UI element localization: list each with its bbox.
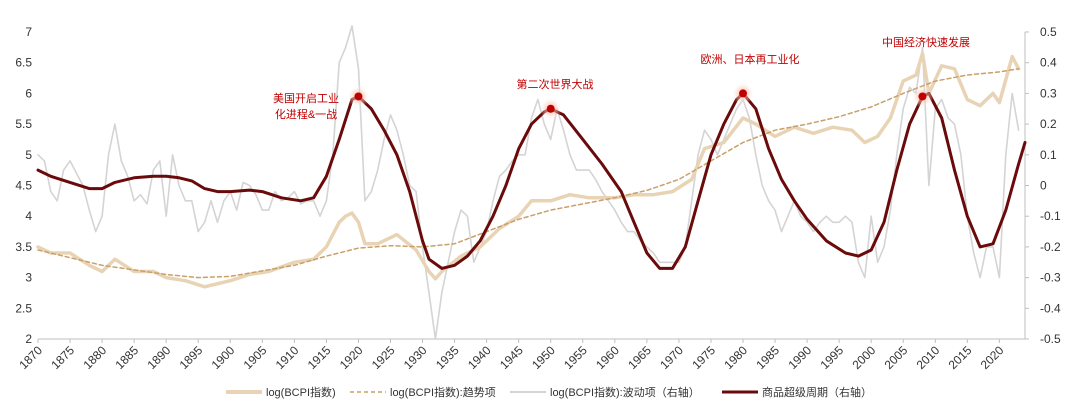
series-line-0 [36,51,1021,289]
annotation-2: 第二次世界大战 [517,77,594,91]
x-tick-label: 1965 [625,343,654,372]
y-right-tick-label: -0.2 [1040,240,1061,254]
peak-marker-2 [546,104,555,113]
x-tick-label: 1960 [593,343,622,372]
annotations: 美国开启工业 化进程&一战 第二次世界大战 欧洲、日本再工业化 中国经济快速发展 [273,35,970,121]
x-tick-label: 1985 [753,343,782,372]
y-right-tick-label: -0.3 [1040,271,1061,285]
x-tick-label: 2010 [914,343,943,372]
marker-group [347,82,934,120]
x-tick-label: 1950 [529,343,558,372]
y-left-tick-label: 3 [25,271,32,285]
x-tick-label: 1875 [48,343,77,372]
x-tick-label: 1925 [369,343,398,372]
y-left-tick-label: 4 [25,209,32,223]
x-tick-label: 1930 [401,343,430,372]
y-left-tick-label: 7 [25,25,32,39]
y-left-tick-label: 6 [25,86,32,100]
legend: log(BCPI指数) log(BCPI指数):趋势项 log(BCPI指数):… [226,385,872,399]
y-right-tick-label: 0.2 [1040,117,1057,131]
y-right-tick-label: -0.1 [1040,209,1061,223]
x-tick-label: 1890 [145,343,174,372]
x-tick-label: 1970 [657,343,686,372]
legend-label-bcpi: log(BCPI指数) [266,385,336,399]
series-group [36,25,1027,340]
peak-marker-1 [354,92,363,101]
legend-label-trend: log(BCPI指数):趋势项 [390,385,496,399]
series-line-1 [37,68,1020,279]
x-tick-label: 1955 [561,343,590,372]
y-right-tick-label: -0.4 [1040,301,1061,315]
x-tick-label: 1905 [241,343,270,372]
x-tick-label: 1910 [273,343,302,372]
x-tick-label: 1980 [721,343,750,372]
x-tick-label: 1990 [785,343,814,372]
y-left-tick-label: 3.5 [15,240,32,254]
annotation-3: 欧洲、日本再工业化 [701,52,800,66]
legend-label-supercycle: 商品超级周期（右轴） [762,385,872,399]
axes: 2 2.5 3 3.5 4 4.5 5 5.5 6 6.5 7 -0.5 -0.4 -0.3 -0.2 -0.… [15,25,1061,372]
x-tick-label: 1940 [465,343,494,372]
y-right-tick-label: 0 [1040,179,1047,193]
x-tick-label: 2005 [882,343,911,372]
y-right-tick-label: 0.3 [1040,86,1057,100]
legend-label-fluctuation: log(BCPI指数):波动项（右轴） [550,385,700,399]
x-tick-label: 1885 [112,343,141,372]
y-right-tick-label: 0.4 [1040,56,1057,70]
y-right-tick-label: 0.5 [1040,25,1057,39]
x-tick-label: 1920 [337,343,366,372]
y-left-tick-label: 2.5 [15,301,32,315]
y-left-tick-label: 5 [25,148,32,162]
y-left-tick-label: 4.5 [15,179,32,193]
x-tick-label: 1895 [177,343,206,372]
y-right-tick-label: 0.1 [1040,148,1057,162]
x-tick-label: 1870 [16,343,45,372]
x-tick-label: 1995 [817,343,846,372]
x-tick-label: 1880 [80,343,109,372]
x-tick-label: 1900 [209,343,238,372]
y-left-tick-label: 2 [25,332,32,346]
y-left-tick-label: 6.5 [15,56,32,70]
annotation-1-line-2: 化进程&一战 [275,107,337,121]
x-tick-label: 2015 [946,343,975,372]
x-tick-label: 1945 [497,343,526,372]
x-tick-label: 2000 [850,343,879,372]
annotation-1-line-1: 美国开启工业 [273,92,339,105]
y-right-tick-label: -0.5 [1040,332,1061,346]
peak-marker-3 [739,89,747,98]
x-tick-label: 2020 [978,343,1007,372]
y-left-tick-label: 5.5 [15,117,32,131]
peak-marker-4 [918,92,927,101]
series-line-2 [37,25,1020,340]
x-tick-label: 1935 [433,343,462,372]
annotation-4: 中国经济快速发展 [882,35,970,49]
x-tick-label: 1975 [689,343,718,372]
x-tick-label: 1915 [305,343,334,372]
